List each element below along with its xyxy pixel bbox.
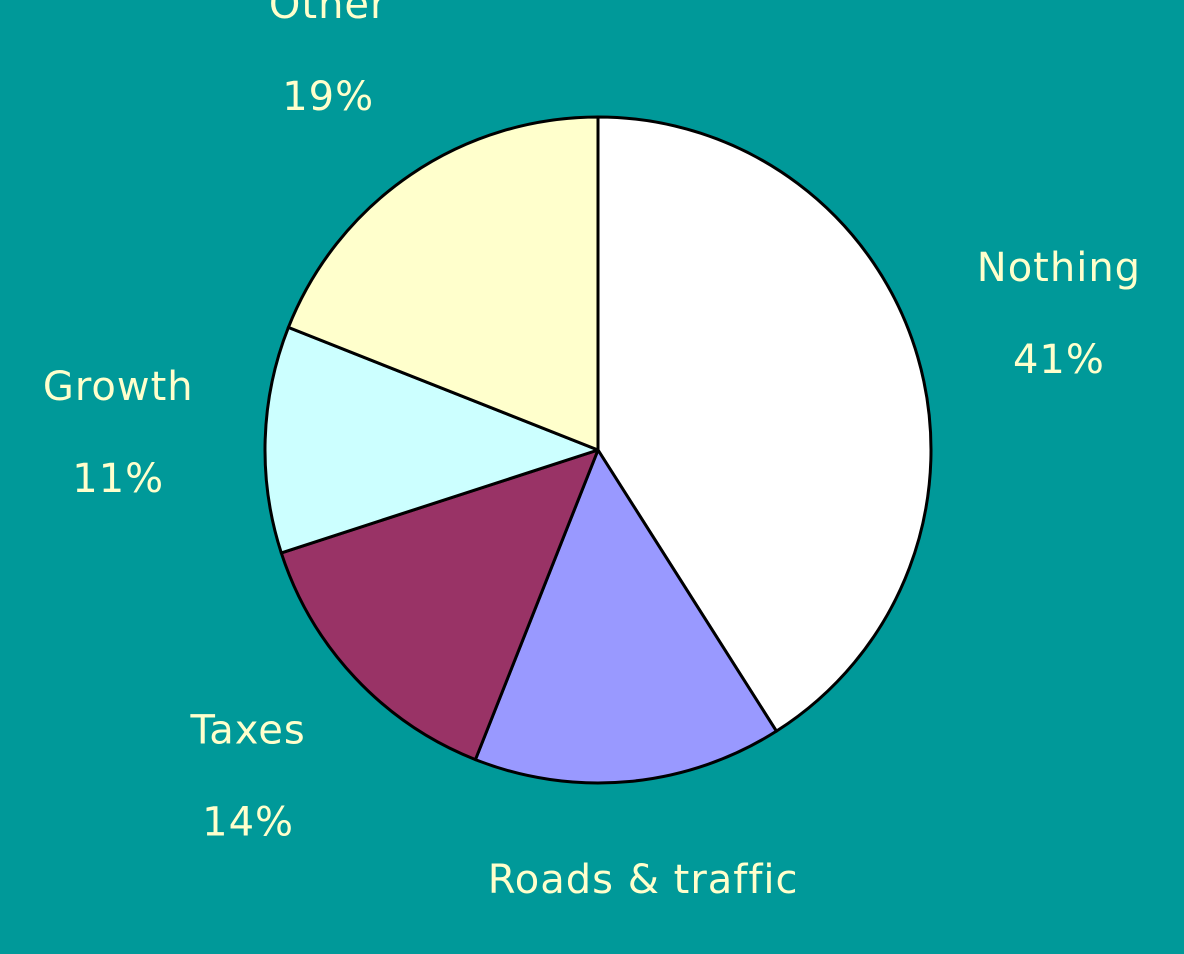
slice-value: 19% [282,74,374,120]
slice-value: 41% [1013,337,1105,383]
pie-slice [473,448,778,785]
slice-label: Growth [43,364,194,410]
slice-label: Nothing [977,245,1141,291]
slice-value: 14% [202,800,294,846]
pie-slice [596,115,933,733]
slice-value: 15% [597,949,689,954]
pie-slice [263,325,600,555]
slice-label: Taxes [189,708,305,754]
slice-value: 11% [72,456,164,502]
slice-label: Other [269,0,388,28]
pie-slice [286,115,600,452]
slice-label: Roads & traffic [488,857,799,903]
